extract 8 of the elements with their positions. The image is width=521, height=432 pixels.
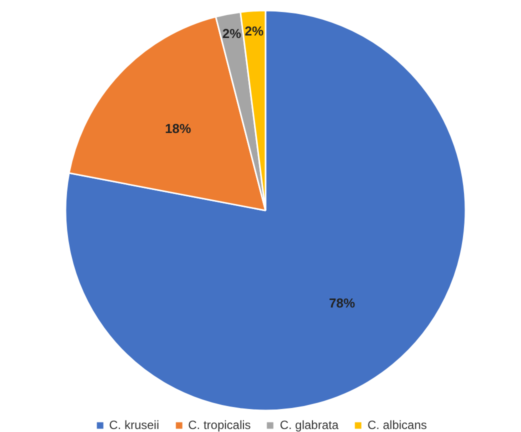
legend-label: C. kruseii — [109, 418, 160, 432]
legend-label: C. albicans — [368, 418, 427, 432]
data-label: 78% — [328, 295, 356, 310]
data-label: 2% — [244, 23, 264, 38]
data-label: 2% — [222, 26, 242, 42]
data-label: 18% — [165, 120, 192, 136]
legend-label: C. tropicalis — [188, 418, 251, 432]
legend-label: C. glabrata — [280, 418, 339, 432]
